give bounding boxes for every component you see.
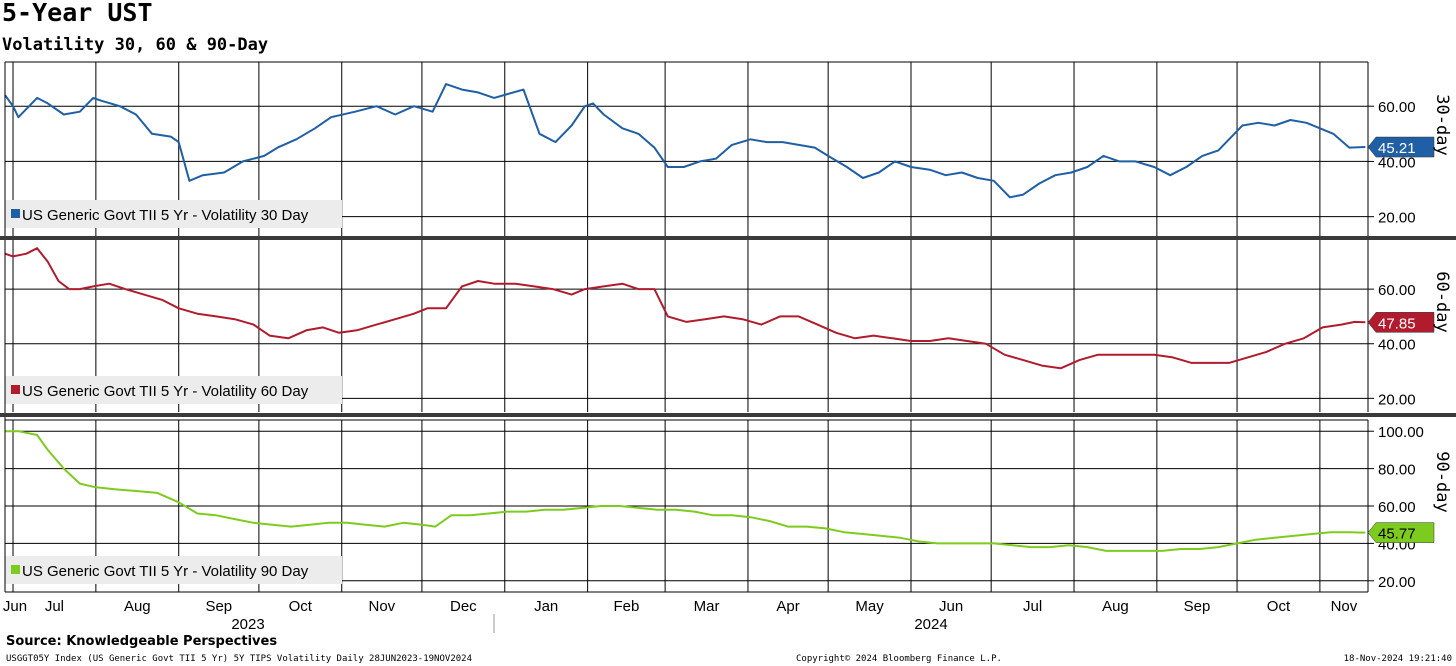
x-tick-label: Jun: [3, 598, 27, 615]
source-note: Source: Knowledgeable Perspectives: [6, 634, 278, 649]
x-tick-label: Jul: [1023, 598, 1042, 615]
panel-axis-label: 60-day: [1432, 271, 1452, 332]
legend-label: US Generic Govt TII 5 Yr - Volatility 90…: [22, 563, 309, 580]
last-value-label: 45.21: [1378, 140, 1416, 157]
y-tick-label: 60.00: [1378, 282, 1416, 299]
y-tick-label: 40.00: [1378, 337, 1416, 354]
footer-timestamp: 18-Nov-2024 19:21:40: [1343, 654, 1452, 664]
y-tick-label: 20.00: [1378, 574, 1416, 591]
chart-subtitle: Volatility 30, 60 & 90-Day: [2, 35, 269, 55]
x-tick-label: Dec: [450, 598, 477, 615]
panel-axis-label: 90-day: [1432, 451, 1452, 512]
last-value-tag: [1367, 522, 1435, 543]
legend-swatch: [11, 385, 20, 394]
y-tick-label: 20.00: [1378, 391, 1416, 408]
x-tick-label: Aug: [1102, 598, 1129, 615]
last-value-tag: [1367, 312, 1435, 333]
x-tick-label: Nov: [368, 598, 395, 615]
x-tick-label: Oct: [1267, 598, 1291, 615]
panel-separator: [0, 236, 1456, 240]
series-line: [4, 83, 1366, 199]
last-value-tag: [1367, 136, 1435, 158]
panel-separator: [0, 413, 1456, 417]
last-value-label: 47.85: [1378, 315, 1416, 332]
panel-axis-label: 30-day: [1432, 94, 1452, 155]
series-line: [4, 247, 1366, 370]
y-tick-label: 60.00: [1378, 499, 1416, 516]
y-tick-label: 80.00: [1378, 462, 1416, 479]
legend-box: [5, 200, 342, 228]
x-tick-label: Nov: [1331, 598, 1358, 615]
x-tick-label: Aug: [124, 598, 151, 615]
legend-swatch: [11, 209, 20, 218]
legend-label: US Generic Govt TII 5 Yr - Volatility 60…: [22, 383, 309, 400]
y-tick-label: 20.00: [1378, 210, 1416, 227]
series-line: [5, 430, 1366, 552]
x-tick-label: May: [855, 598, 884, 615]
legend-swatch: [11, 565, 20, 574]
x-tick-label: Mar: [694, 598, 720, 615]
y-tick-label: 40.00: [1378, 154, 1416, 171]
y-tick-label: 60.00: [1378, 99, 1416, 116]
x-tick-label: Apr: [776, 598, 799, 615]
x-tick-label: Jun: [939, 598, 963, 615]
chart-title: 5-Year UST: [2, 0, 153, 27]
x-tick-label: Sep: [1184, 598, 1211, 615]
legend-box: [5, 556, 342, 584]
x-tick-label: Feb: [613, 598, 639, 615]
x-tick-label: Oct: [289, 598, 313, 615]
x-year-label: 2023: [231, 616, 264, 633]
footer-index-note: USGGT05Y Index (US Generic Govt TII 5 Yr…: [6, 654, 472, 664]
x-tick-label: Sep: [205, 598, 232, 615]
last-value-label: 45.77: [1378, 526, 1416, 543]
footer-copyright: Copyright© 2024 Bloomberg Finance L.P.: [796, 654, 1002, 664]
x-tick-label: Jan: [534, 598, 558, 615]
legend-box: [5, 376, 342, 404]
legend-label: US Generic Govt TII 5 Yr - Volatility 30…: [22, 207, 309, 224]
y-tick-label: 100.00: [1378, 424, 1424, 441]
x-tick-label: Jul: [45, 598, 64, 615]
x-year-label: 2024: [914, 616, 947, 633]
